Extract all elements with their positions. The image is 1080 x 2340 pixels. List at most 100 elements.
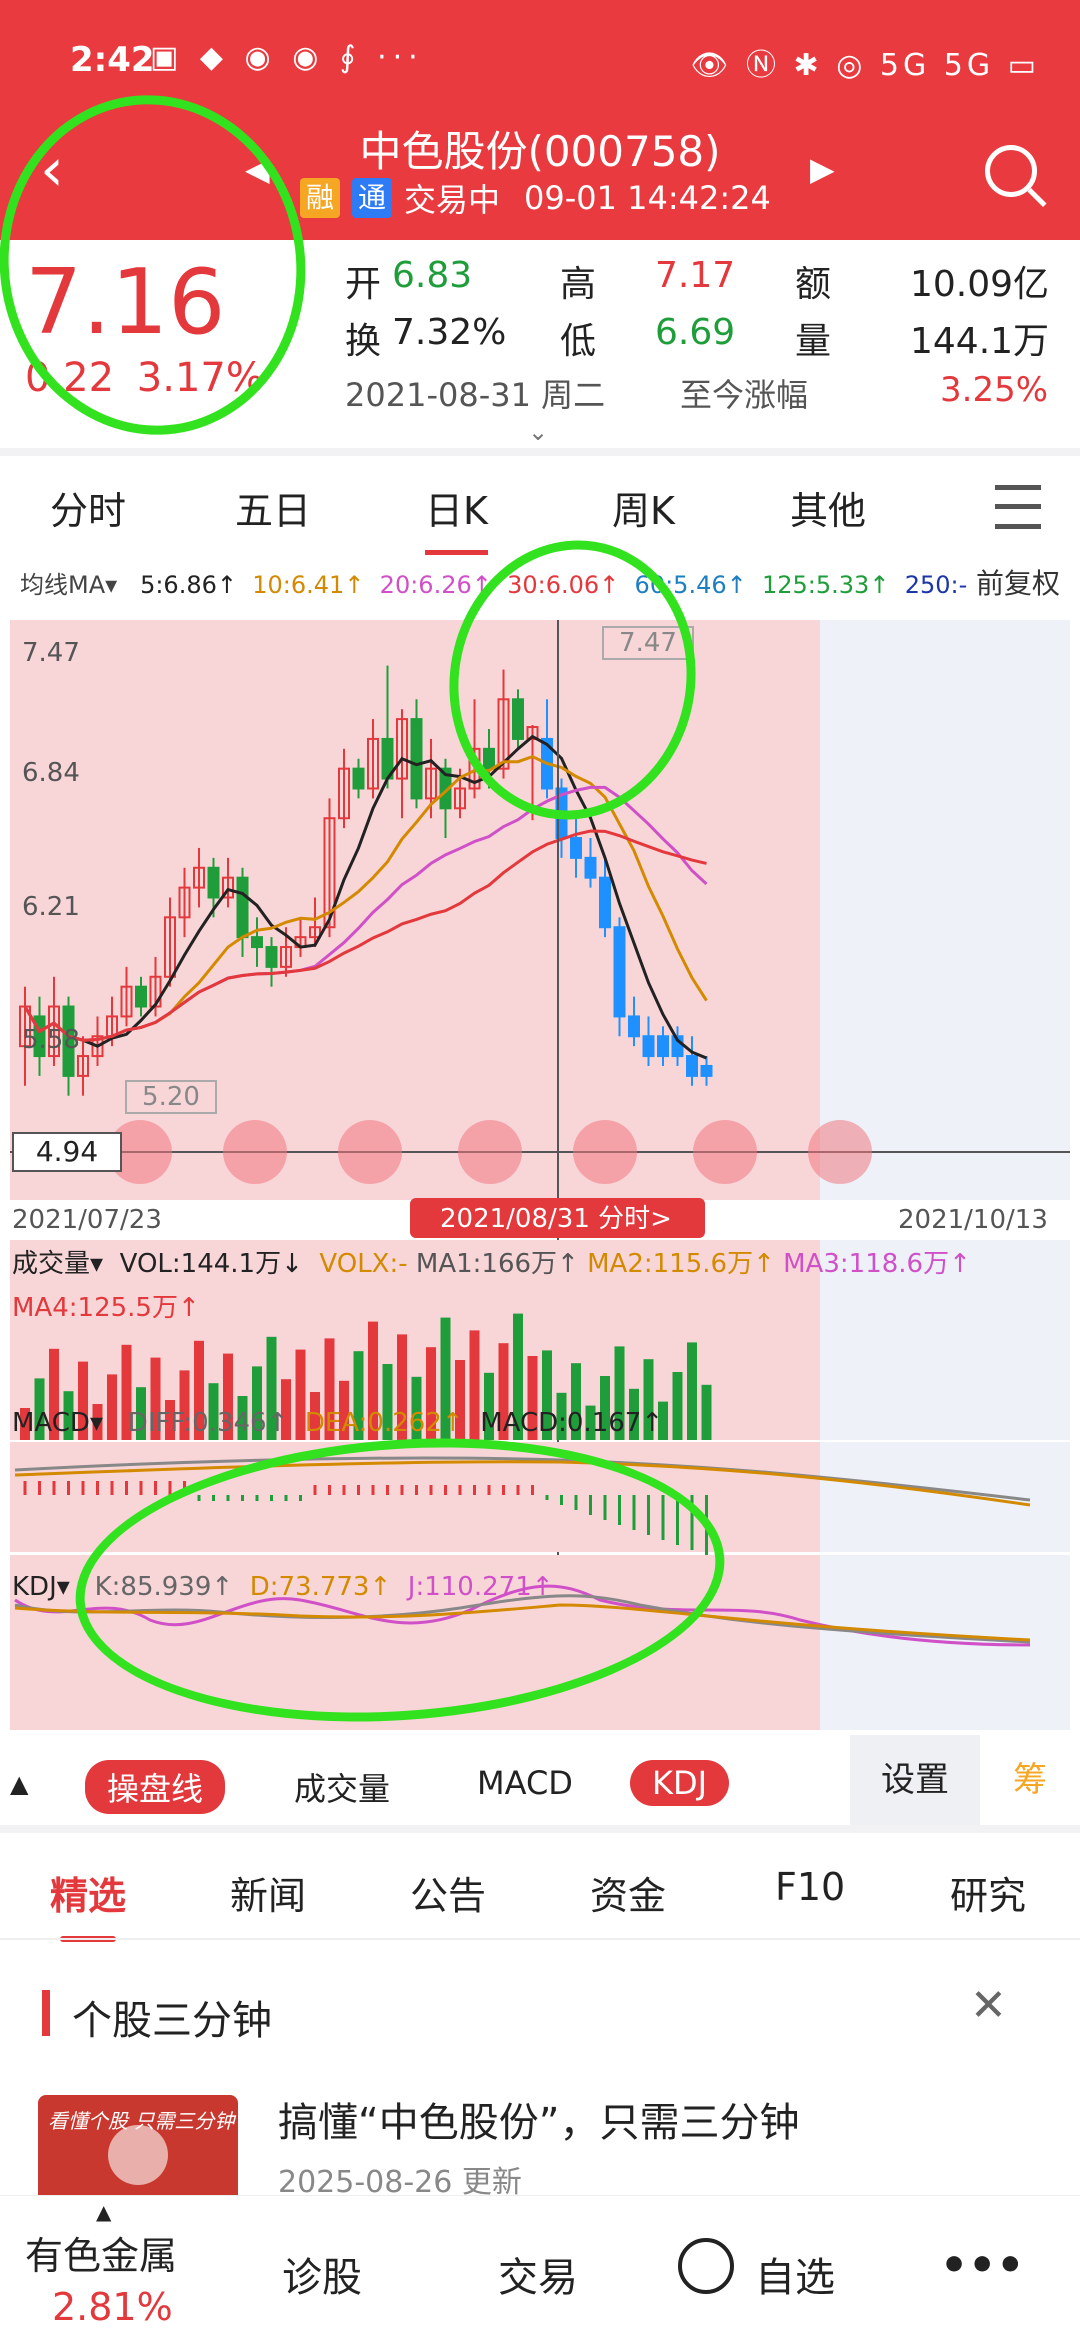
chart-menu-icon[interactable]	[995, 485, 1041, 529]
news-tab-f10[interactable]: F10	[775, 1865, 846, 1909]
current-price: 7.16	[25, 250, 226, 355]
chart-nav-button[interactable]	[223, 1120, 287, 1184]
candle	[570, 837, 582, 859]
ma20: 20:6.26↑	[379, 571, 492, 599]
quote-date: 2021-08-31 周二	[345, 376, 606, 414]
cursor-date-badge[interactable]	[410, 1198, 705, 1238]
volume-legend: 成交量▾ VOL:144.1万↓ VOLX:- MA1:166万↑ MA2:11…	[12, 1249, 971, 1279]
sector-change: 2.81%	[52, 2285, 173, 2329]
volume-bar	[194, 1340, 204, 1440]
candle	[410, 718, 423, 800]
candle	[251, 936, 263, 949]
close-icon[interactable]: ✕	[970, 1980, 1007, 2031]
candle	[468, 747, 481, 790]
article-meta: 2025-08-26 更新	[278, 2165, 522, 2200]
ind-tab-macd[interactable]: MACD	[477, 1764, 573, 1802]
macd-selector[interactable]: MACD	[12, 1408, 90, 1438]
candle	[512, 698, 524, 740]
kdj-k-line	[14, 1594, 1031, 1644]
macd-diff: DIFF:0.346↑	[127, 1408, 289, 1438]
adjust-mode[interactable]: 前复权	[975, 567, 1060, 600]
since-label: 至今涨幅	[680, 376, 809, 414]
candle	[599, 876, 611, 929]
news-tab-research[interactable]: 研究	[950, 1874, 1027, 1918]
open-label: 开	[345, 264, 382, 305]
expand-chevron-icon[interactable]: ⌄	[528, 418, 549, 446]
chart-nav-button[interactable]	[808, 1120, 872, 1184]
trade-button[interactable]: 交易	[498, 2255, 578, 2301]
chart-nav-button[interactable]	[338, 1120, 402, 1184]
ind-tab-kdj[interactable]: KDJ	[630, 1760, 730, 1806]
margin-tag: 融	[300, 178, 340, 218]
ma-selector[interactable]: 均线MA	[20, 571, 106, 599]
vol-ma2: MA2:115.6万↑	[587, 1249, 775, 1279]
kdj-selector[interactable]: KDJ	[12, 1572, 57, 1602]
collapse-icon[interactable]: ▲	[10, 1770, 29, 1798]
volume-selector[interactable]: 成交量	[12, 1249, 91, 1279]
candle	[700, 1064, 713, 1077]
candle	[454, 787, 466, 810]
news-tab-announce[interactable]: 公告	[410, 1874, 487, 1918]
video-thumbnail[interactable]: 看懂个股 只需三分钟	[38, 2095, 238, 2205]
volume-bar	[397, 1334, 407, 1440]
volume-bar	[324, 1338, 335, 1440]
candle	[657, 1035, 669, 1058]
sector-name[interactable]: 有色金属	[25, 2234, 178, 2278]
tab-five-day[interactable]: 五日	[235, 489, 312, 533]
cursor-price: 4.94	[12, 1132, 122, 1172]
chart-nav-button[interactable]	[108, 1120, 172, 1184]
watchlist-icon[interactable]	[678, 2238, 734, 2294]
candle	[62, 1005, 75, 1077]
kdj-legend: KDJ▾ K:85.939↑ D:73.773↑ J:110.271↑	[12, 1572, 554, 1602]
next-stock-icon[interactable]: ▶	[810, 150, 835, 188]
volume-bar	[643, 1359, 654, 1440]
volume-bar	[498, 1343, 509, 1440]
candle	[396, 718, 408, 780]
settings-button[interactable]: 设置	[850, 1735, 980, 1825]
volume-bar	[208, 1383, 219, 1440]
ma-line	[23, 734, 708, 1060]
tab-weekly-k[interactable]: 周K	[612, 489, 675, 533]
candle	[120, 985, 133, 1018]
watchlist-button[interactable]: 自选	[755, 2255, 835, 2301]
candle	[222, 876, 234, 899]
diagnose-button[interactable]: 诊股	[282, 2255, 362, 2301]
chart-nav-button[interactable]	[458, 1120, 522, 1184]
volume-bar	[658, 1401, 668, 1440]
back-icon[interactable]: ‹	[40, 135, 64, 205]
header-bar: 2:42 ▣ ◆ ◉ ◉ ∮ ··· 👁 Ⓝ ✱ ◎ 5G 5G ▭ ‹ ◀ 中…	[0, 0, 1080, 240]
news-tab-news[interactable]: 新闻	[230, 1874, 307, 1918]
prev-stock-icon[interactable]: ◀	[245, 150, 270, 188]
tab-daily-k[interactable]: 日K	[425, 480, 488, 555]
volume-bar	[353, 1351, 364, 1440]
kline-chart[interactable]: 2021/07/23 2021/08/31 分时> 2021/10/13	[0, 600, 1080, 1735]
cursor-date[interactable]: 2021/08/31 分时>	[440, 1204, 672, 1234]
tab-intraday[interactable]: 分时	[50, 489, 127, 533]
news-tab-capital[interactable]: 资金	[590, 1874, 667, 1918]
volume-bar	[701, 1384, 712, 1440]
candle	[686, 1055, 698, 1077]
search-icon[interactable]	[985, 145, 1037, 197]
candle	[483, 747, 495, 770]
ind-tab-caopan[interactable]: 操盘线	[85, 1760, 226, 1814]
volume-bar	[556, 1392, 567, 1440]
tab-other[interactable]: 其他	[790, 489, 867, 533]
chips-button[interactable]: 筹	[1013, 1760, 1047, 1800]
news-tab-featured[interactable]: 精选	[50, 1865, 126, 1942]
candle	[207, 866, 220, 899]
article-title[interactable]: 搞懂“中色股份”，只需三分钟	[278, 2100, 800, 2146]
volume-bar	[281, 1379, 291, 1440]
chart-nav-button[interactable]	[573, 1120, 637, 1184]
play-icon[interactable]	[108, 2125, 168, 2185]
ind-tab-volume[interactable]: 成交量	[294, 1770, 391, 1808]
ma250: 250:-	[904, 571, 968, 599]
ylabel-1: 7.47	[22, 638, 80, 668]
volume-bar	[252, 1366, 262, 1440]
more-icon[interactable]: •••	[940, 2240, 1025, 2291]
ylabel-4: 5.58	[22, 1025, 80, 1055]
stock-title: 中色股份(000758)	[359, 127, 721, 176]
ma10: 10:6.41↑	[252, 571, 365, 599]
chart-nav-button[interactable]	[693, 1120, 757, 1184]
candle	[323, 817, 336, 929]
high-label: 高	[560, 264, 597, 305]
